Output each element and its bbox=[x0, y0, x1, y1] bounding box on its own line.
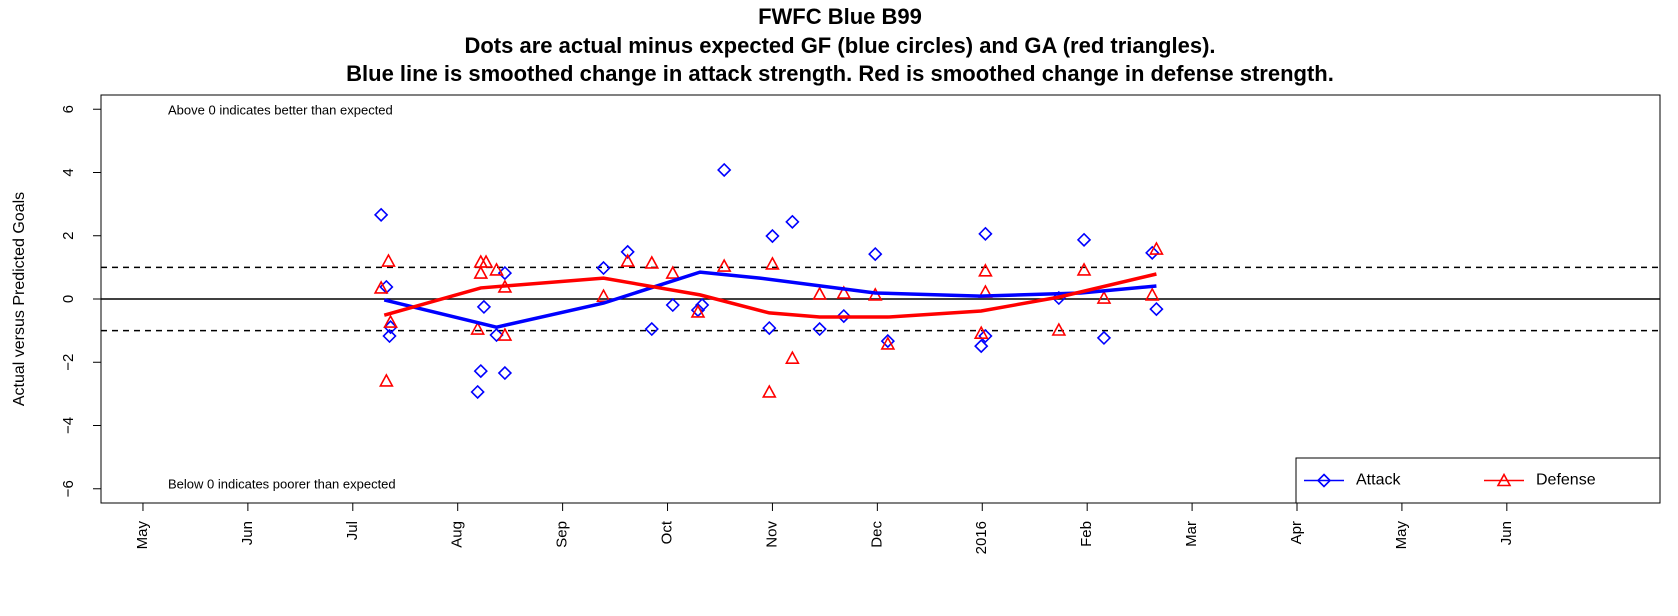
data-point bbox=[489, 327, 504, 343]
data-point bbox=[717, 162, 732, 178]
smooth-line bbox=[383, 270, 1157, 329]
data-point bbox=[765, 228, 780, 244]
data-point bbox=[974, 338, 989, 354]
x-tick-label: Apr bbox=[1288, 521, 1305, 544]
data-point bbox=[476, 299, 492, 315]
y-tick-label: −6 bbox=[60, 480, 77, 497]
legend-label: Attack bbox=[1356, 472, 1401, 489]
data-point bbox=[836, 308, 851, 324]
y-axis-label: Actual versus Predicted Goals bbox=[11, 192, 28, 406]
y-tick-label: −2 bbox=[60, 354, 77, 371]
data-point bbox=[1149, 241, 1164, 255]
smooth-line bbox=[383, 272, 1157, 319]
data-point bbox=[620, 253, 636, 267]
annotation: Below 0 indicates poorer than expected bbox=[168, 476, 396, 491]
data-point bbox=[690, 304, 706, 318]
x-tick-label: Aug bbox=[449, 521, 466, 548]
data-point bbox=[785, 350, 800, 364]
x-tick-label: Jun bbox=[239, 521, 256, 545]
data-point bbox=[765, 256, 780, 270]
data-point bbox=[381, 253, 396, 267]
x-tick-label: Jul bbox=[344, 521, 361, 540]
x-tick-label: Sep bbox=[554, 521, 571, 548]
data-point bbox=[880, 336, 896, 350]
data-point bbox=[644, 321, 659, 337]
data-point bbox=[373, 280, 389, 294]
y-tick-label: −4 bbox=[60, 417, 77, 434]
data-point bbox=[383, 320, 398, 335]
x-tick-label: 2016 bbox=[973, 521, 990, 554]
x-tick-label: Jun bbox=[1498, 521, 1515, 545]
data-point bbox=[978, 328, 993, 344]
data-point bbox=[1076, 262, 1092, 276]
data-point bbox=[373, 207, 389, 223]
annotation: Above 0 indicates better than expected bbox=[168, 102, 393, 117]
data-point bbox=[596, 260, 611, 276]
data-point bbox=[473, 363, 488, 379]
data-point bbox=[473, 265, 489, 279]
data-point bbox=[665, 265, 681, 279]
data-point bbox=[836, 285, 852, 299]
data-point bbox=[812, 286, 827, 300]
data-point bbox=[880, 333, 895, 349]
data-point bbox=[1144, 287, 1160, 301]
chart-subtitle: Dots are actual minus expected GF (blue … bbox=[464, 33, 1215, 58]
x-tick-label: Nov bbox=[763, 521, 780, 548]
y-tick-label: 6 bbox=[60, 105, 77, 113]
data-point bbox=[785, 214, 800, 229]
data-point bbox=[1096, 330, 1112, 346]
data-point bbox=[761, 384, 777, 398]
data-point bbox=[695, 297, 710, 313]
y-tick-label: 0 bbox=[60, 295, 77, 303]
data-point bbox=[973, 325, 989, 339]
data-point bbox=[596, 288, 611, 302]
data-point bbox=[497, 327, 513, 341]
y-tick-label: 4 bbox=[60, 168, 77, 176]
x-tick-label: Dec bbox=[868, 521, 885, 548]
legend-label: Defense bbox=[1536, 472, 1596, 489]
data-point bbox=[762, 320, 777, 336]
data-point bbox=[690, 302, 706, 318]
legend bbox=[1295, 457, 1661, 504]
data-point bbox=[1149, 301, 1164, 317]
data-point bbox=[382, 328, 397, 344]
x-tick-label: Oct bbox=[658, 520, 675, 544]
data-point bbox=[665, 297, 680, 313]
data-point bbox=[868, 246, 883, 262]
data-point bbox=[470, 384, 485, 400]
chart-title: FWFC Blue B99 bbox=[758, 4, 922, 29]
data-point bbox=[383, 314, 398, 328]
data-point bbox=[812, 321, 827, 337]
y-tick-label: 2 bbox=[60, 232, 77, 240]
x-tick-label: Mar bbox=[1183, 521, 1200, 547]
data-point bbox=[978, 226, 993, 241]
data-point bbox=[497, 365, 513, 381]
x-tick-label: May bbox=[134, 521, 151, 550]
x-tick-label: May bbox=[1393, 521, 1410, 550]
data-point bbox=[470, 321, 485, 335]
data-point bbox=[1145, 245, 1160, 260]
data-point bbox=[716, 258, 732, 272]
data-point bbox=[489, 262, 504, 276]
data-point bbox=[1076, 232, 1092, 247]
data-point bbox=[478, 254, 494, 268]
data-point bbox=[1051, 322, 1067, 336]
data-point bbox=[620, 244, 635, 260]
legend-marker bbox=[1496, 472, 1512, 487]
data-point bbox=[1096, 290, 1112, 304]
chart-subtitle: Blue line is smoothed change in attack s… bbox=[346, 61, 1334, 86]
data-point bbox=[644, 255, 660, 269]
legend-marker bbox=[1316, 473, 1332, 488]
x-tick-label: Feb bbox=[1078, 521, 1095, 547]
data-point bbox=[379, 373, 394, 387]
data-point bbox=[978, 263, 993, 277]
